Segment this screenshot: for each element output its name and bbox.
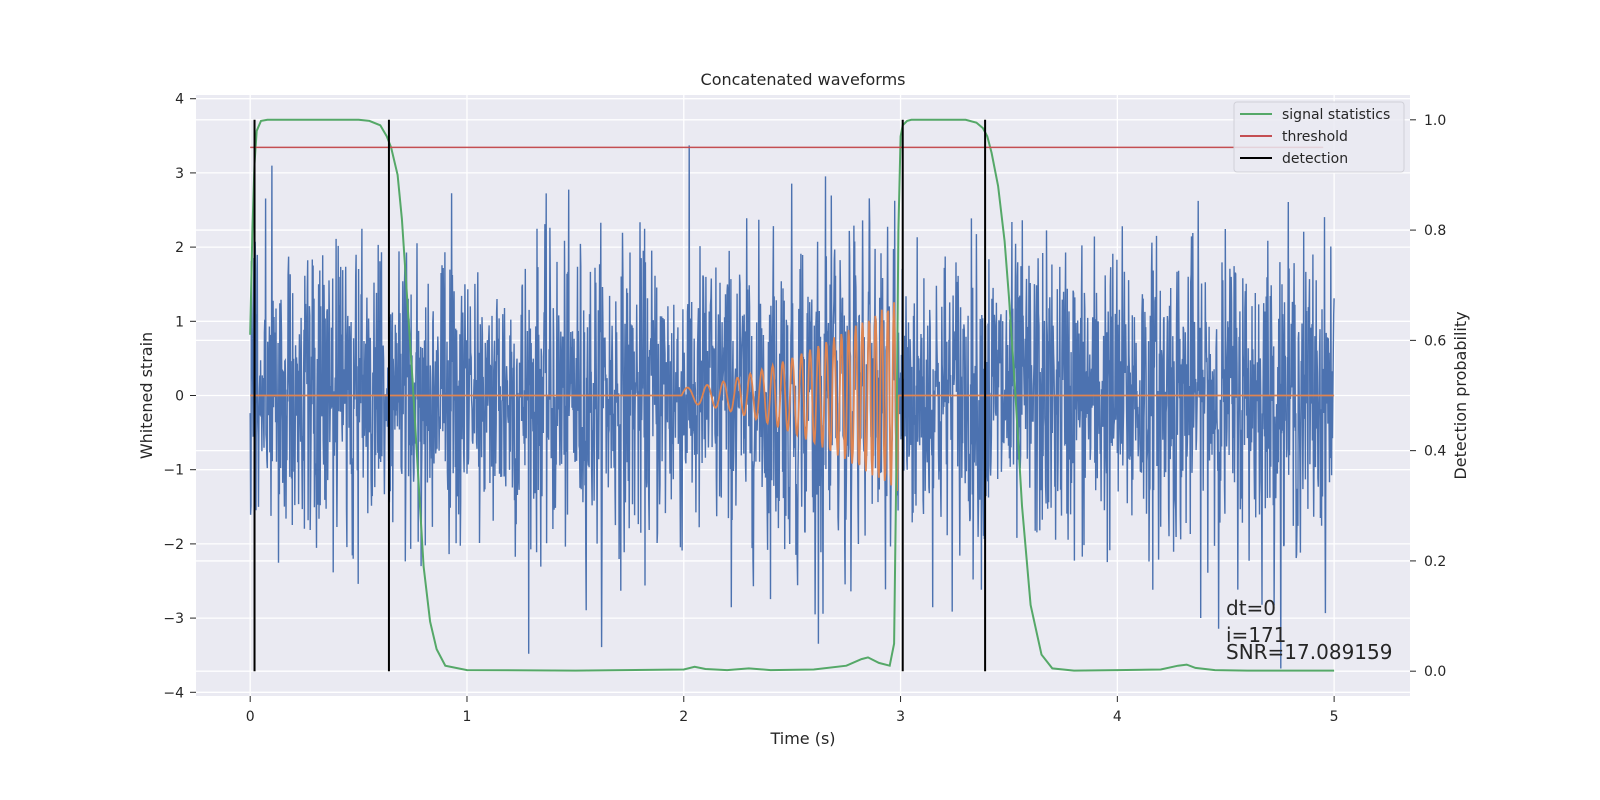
legend-box (1233, 101, 1405, 173)
y-tick-label: 4 (175, 92, 184, 108)
x-tick-label: 1 (463, 709, 472, 725)
detection-series (253, 119, 987, 672)
strain-line (249, 145, 1335, 669)
signal-statistics-series (249, 118, 1335, 672)
y-tick-label: −3 (163, 611, 184, 627)
y-tick-label: 0 (175, 389, 184, 405)
strain-series (249, 145, 1335, 669)
y-tick-label: 3 (175, 166, 184, 182)
y2-axis-label: Detection probability (1451, 311, 1470, 479)
y-tick-label: −1 (163, 463, 184, 479)
y2-tick-label: 0.4 (1424, 444, 1446, 460)
legend-entry: signal statistics (1282, 107, 1390, 123)
axes: 0 1 2 3 4 5 −4 −3 −2 −1 0 1 2 3 4 0.0 0.2 0.4 0.6 0.8 1.0 (163, 92, 1446, 725)
y-tick-label: 2 (175, 240, 184, 256)
x-axis-label: Time (s) (769, 729, 835, 748)
chart-title: Concatenated waveforms (701, 70, 906, 89)
x-tick-label: 2 (679, 709, 688, 725)
x-tick-label: 4 (1113, 709, 1122, 725)
annotation-index: i=171 (1226, 623, 1287, 647)
y2-tick-label: 0.6 (1424, 333, 1446, 349)
annotation-dt: dt=0 (1226, 596, 1276, 620)
x-tick-label: 5 (1330, 709, 1339, 725)
x-tick-label: 3 (896, 709, 905, 725)
legend-entry: threshold (1282, 129, 1348, 145)
y-tick-label: 1 (175, 314, 184, 330)
y2-tick-label: 0.2 (1424, 554, 1446, 570)
signal-statistics-line (249, 118, 1335, 672)
y-tick-label: −2 (163, 537, 184, 553)
y-tick-label: −4 (163, 685, 184, 701)
x-tick-label: 0 (246, 709, 255, 725)
legend-entry: detection (1282, 151, 1348, 167)
legend: signal statistics threshold detection (1233, 101, 1405, 173)
y2-tick-label: 0.8 (1424, 223, 1446, 239)
template-line (250, 302, 1335, 492)
y2-tick-label: 1.0 (1424, 113, 1446, 129)
y-axis-label: Whitened strain (137, 332, 156, 459)
annotation-snr: SNR=17.089159 (1226, 640, 1392, 664)
y2-tick-label: 0.0 (1424, 664, 1446, 680)
template-series (250, 302, 1335, 492)
